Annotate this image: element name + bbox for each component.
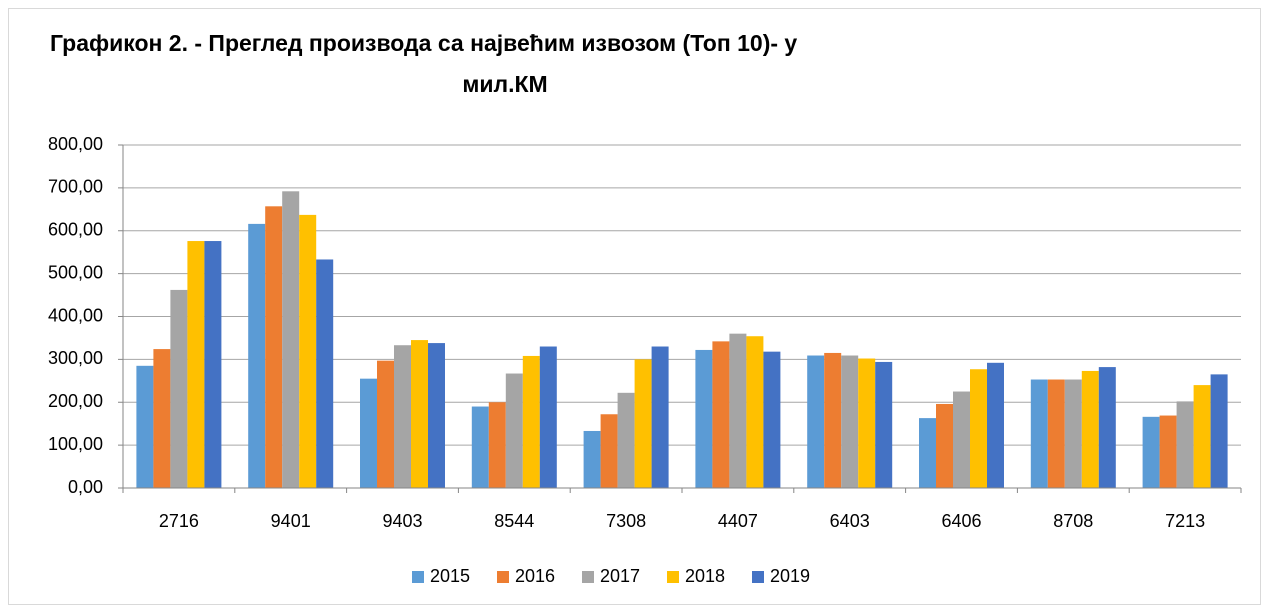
- bar: [617, 392, 635, 488]
- bar: [1176, 401, 1194, 488]
- bar: [1081, 370, 1099, 488]
- y-tick-label: 600,00: [48, 220, 103, 240]
- bar: [1030, 379, 1048, 488]
- bar: [634, 359, 652, 488]
- bar: [746, 336, 764, 488]
- chart-title: Графикон 2. - Преглед производа са најве…: [50, 30, 797, 56]
- x-tick-label: 7308: [606, 511, 646, 531]
- bar: [248, 223, 266, 488]
- bar: [1159, 415, 1177, 488]
- bar: [695, 349, 713, 488]
- bar: [377, 360, 394, 488]
- bar: [953, 391, 970, 488]
- bar: [1193, 385, 1211, 488]
- bar: [824, 352, 842, 488]
- y-tick-label: 500,00: [48, 262, 103, 282]
- bar: [936, 403, 953, 488]
- bar: [583, 430, 601, 488]
- bar: [136, 365, 154, 488]
- bar: [170, 289, 188, 488]
- bar: [970, 369, 987, 488]
- y-tick-label: 200,00: [48, 391, 103, 411]
- bar: [875, 361, 893, 488]
- x-tick-label: 4407: [718, 511, 758, 531]
- bar: [428, 343, 445, 488]
- legend-swatch: [412, 571, 424, 583]
- bar: [858, 358, 876, 488]
- legend-swatch: [667, 571, 679, 583]
- x-tick-label: 7213: [1165, 511, 1205, 531]
- legend-label: 2019: [770, 566, 810, 586]
- bar: [265, 206, 283, 488]
- bar: [1064, 379, 1082, 488]
- bar: [471, 406, 489, 488]
- legend-swatch: [582, 571, 594, 583]
- bar: [360, 378, 377, 488]
- bar: [729, 333, 747, 488]
- x-tick-label: 6403: [830, 511, 870, 531]
- x-tick-label: 6406: [941, 511, 981, 531]
- y-tick-label: 0,00: [68, 477, 103, 497]
- legend-swatch: [497, 571, 509, 583]
- legend-label: 2017: [600, 566, 640, 586]
- y-tick-label: 400,00: [48, 305, 103, 325]
- bar: [204, 241, 222, 488]
- bar: [187, 241, 205, 488]
- bar: [807, 355, 825, 488]
- bar: [505, 373, 523, 488]
- y-tick-label: 100,00: [48, 434, 103, 454]
- bar: [316, 259, 334, 488]
- y-tick-label: 300,00: [48, 348, 103, 368]
- bar: [539, 346, 557, 488]
- bar: [1210, 374, 1228, 488]
- legend-label: 2015: [430, 566, 470, 586]
- bar: [488, 402, 506, 488]
- bar: [651, 346, 669, 488]
- bar: [712, 341, 730, 488]
- chart-title: мил.КМ: [462, 71, 547, 97]
- bar: [1047, 379, 1065, 488]
- bar: [522, 355, 540, 488]
- legend-swatch: [752, 571, 764, 583]
- y-tick-label: 800,00: [48, 134, 103, 154]
- bar: [299, 214, 317, 489]
- bar: [153, 349, 171, 488]
- x-tick-label: 2716: [159, 511, 199, 531]
- x-tick-label: 9403: [382, 511, 422, 531]
- bar: [600, 414, 618, 488]
- legend-label: 2016: [515, 566, 555, 586]
- bar: [411, 340, 428, 488]
- x-tick-label: 9401: [271, 511, 311, 531]
- bar: [1142, 416, 1160, 488]
- bar: [282, 191, 300, 488]
- x-tick-label: 8708: [1053, 511, 1093, 531]
- x-tick-label: 8544: [494, 511, 534, 531]
- bar: [1098, 367, 1116, 488]
- legend-label: 2018: [685, 566, 725, 586]
- bar: [987, 362, 1004, 488]
- bar: [919, 418, 936, 488]
- bar: [394, 345, 411, 488]
- bar: [841, 355, 859, 488]
- y-tick-label: 700,00: [48, 177, 103, 197]
- bar: [763, 351, 781, 488]
